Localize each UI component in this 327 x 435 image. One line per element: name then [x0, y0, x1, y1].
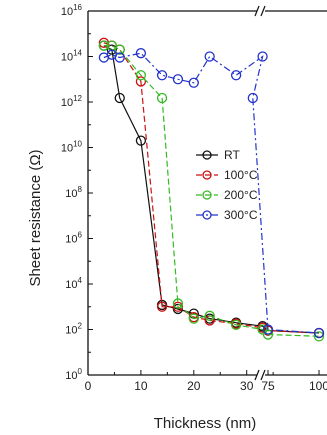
data-point — [204, 310, 215, 321]
data-point — [135, 48, 147, 59]
y-tick-label: 1014 — [61, 49, 83, 64]
series-100-c — [98, 37, 325, 339]
series-rt — [98, 40, 325, 339]
x-tick-label: 30 — [240, 379, 254, 393]
series-line — [103, 45, 320, 337]
legend-marker — [202, 210, 212, 220]
data-point — [135, 76, 147, 87]
y-tick-label: 104 — [65, 276, 82, 291]
data-point — [98, 40, 110, 51]
legend-item: RT — [196, 148, 240, 162]
legend-item: 300°C — [196, 208, 258, 222]
data-point — [156, 92, 168, 104]
y-axis-label: Sheet resistance (Ω) — [27, 149, 44, 286]
data-point — [156, 70, 168, 81]
data-point — [313, 327, 325, 339]
data-point — [230, 70, 242, 81]
data-point — [257, 51, 268, 62]
legend-label: 200°C — [224, 188, 258, 202]
data-point — [204, 51, 215, 62]
data-point — [172, 74, 184, 85]
y-tick-label: 106 — [65, 231, 82, 246]
axis-break-mark — [254, 5, 260, 17]
axis-break-gap — [257, 5, 265, 17]
axis-break-mark — [260, 369, 266, 381]
legend-marker — [202, 150, 212, 160]
data-point — [114, 44, 125, 55]
x-axis-label: Thickness (nm) — [154, 415, 257, 432]
legend-item: 200°C — [196, 188, 258, 202]
x-tick-label: 0 — [85, 379, 92, 393]
series-layer — [98, 37, 325, 342]
legend-label: 100°C — [224, 168, 258, 182]
y-tick-label: 1016 — [61, 3, 83, 18]
legend-item: 100°C — [196, 168, 258, 182]
x-tick-label: 100 — [309, 379, 327, 393]
data-point — [230, 319, 242, 331]
data-point — [188, 77, 199, 88]
data-point — [114, 92, 125, 104]
series-300-c — [98, 48, 325, 339]
series-line — [103, 42, 320, 334]
data-point — [262, 324, 274, 335]
series-line — [103, 45, 320, 334]
x-tick-label: 75 — [261, 379, 275, 393]
data-point — [135, 135, 147, 146]
data-point — [172, 301, 184, 312]
axes-layer — [87, 5, 327, 381]
legend-label: RT — [224, 148, 240, 162]
y-tick-label: 102 — [65, 322, 82, 337]
series-200-c — [98, 40, 325, 342]
data-point — [188, 313, 199, 324]
y-tick-label: 100 — [65, 367, 82, 382]
y-tick-label: 108 — [65, 185, 82, 200]
data-point — [114, 52, 125, 63]
data-point — [135, 70, 147, 81]
legend-label: 300°C — [224, 208, 258, 222]
y-tick-label: 1012 — [61, 94, 83, 109]
data-point — [106, 44, 117, 55]
axis-break-mark — [260, 5, 266, 17]
legend-marker — [202, 190, 212, 200]
data-point — [247, 92, 258, 104]
axis-break-mark — [254, 369, 260, 381]
tick-layer: 100 102 104 106 108 1010 1012 1014 1016 0 10 20 30 75… — [61, 3, 327, 393]
axis-break-gap — [257, 369, 265, 381]
data-point — [172, 298, 184, 309]
data-point — [156, 301, 168, 312]
legend-marker — [202, 170, 212, 180]
x-tick-label: 10 — [134, 379, 148, 393]
x-tick-label: 20 — [187, 379, 201, 393]
y-tick-label: 1010 — [61, 140, 83, 155]
legend: RT 100°C 200°C 300°C — [196, 148, 258, 222]
series-line — [103, 52, 320, 334]
data-point — [313, 331, 325, 342]
